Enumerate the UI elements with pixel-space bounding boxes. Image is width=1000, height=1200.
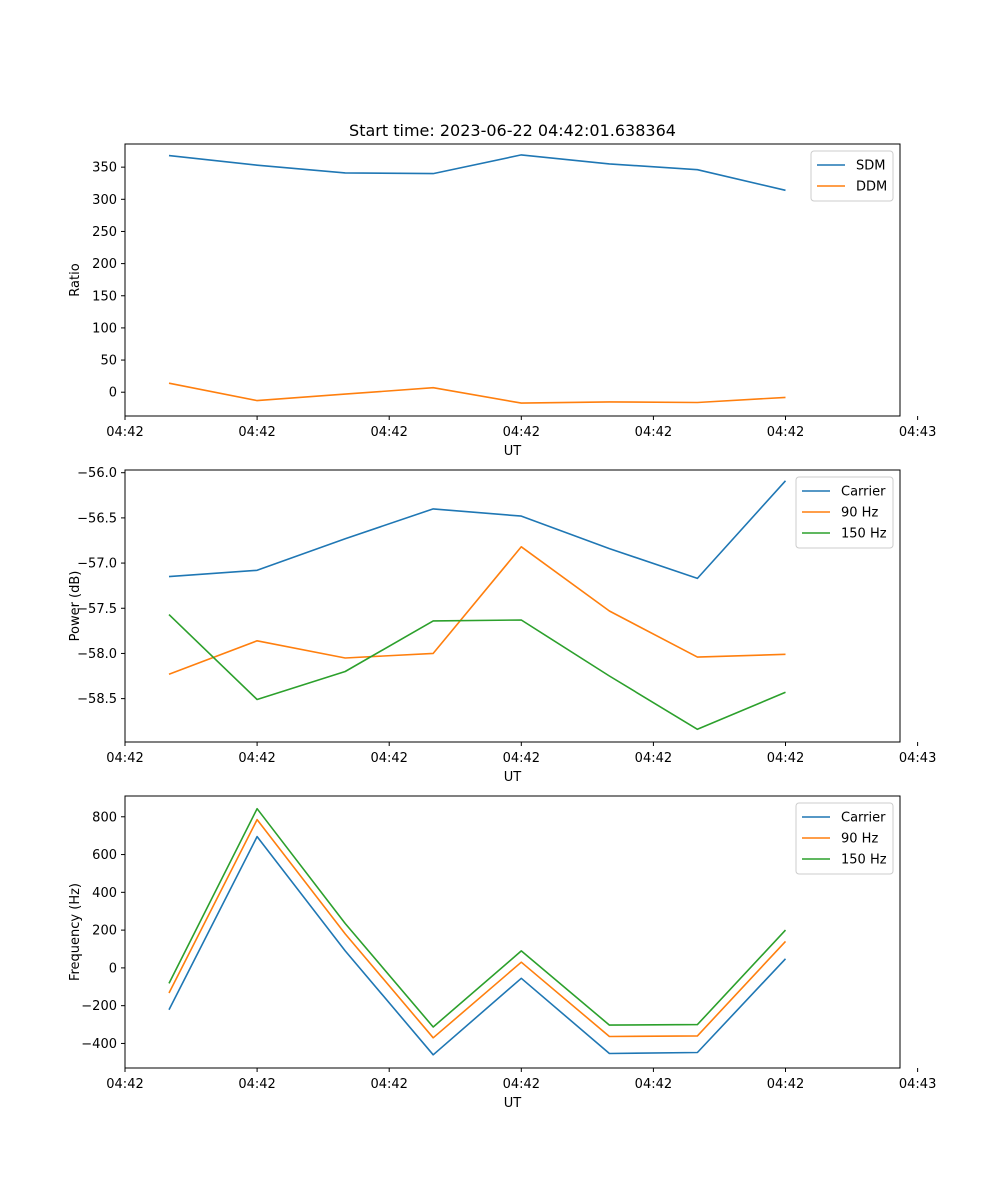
power-y-tick-label-4: −56.5 [77, 511, 117, 526]
ratio-y-axis-label: Ratio [68, 263, 83, 296]
power-y-tick-label-3: −57.0 [77, 557, 117, 572]
frequency-y-tick-label-2: 0 [109, 961, 117, 976]
ratio-panel: 04:42 04:42 04:42 04:42 04:42 04:42 04:43 0 50 10… [68, 143, 936, 459]
frequency-legend-label-1: 90 Hz [841, 832, 878, 847]
frequency-y-tick-label-1: −200 [81, 999, 117, 1014]
power-x-tick-label-2: 04:42 [370, 751, 407, 766]
frequency-x-tick-label-1: 04:42 [238, 1077, 275, 1092]
power-series-line-carrier [168, 480, 787, 580]
ratio-y-tick-label-7: 350 [92, 161, 117, 176]
ratio-x-tick-label-4: 04:42 [635, 425, 672, 440]
frequency-y-tick-label-4: 400 [92, 886, 117, 901]
power-x-tick-label-0: 04:42 [106, 751, 143, 766]
ratio-x-tick-label-2: 04:42 [370, 425, 407, 440]
ratio-x-tick-label-5: 04:42 [767, 425, 804, 440]
frequency-axes-frame [124, 795, 901, 1069]
power-x-tick-label-1: 04:42 [238, 751, 275, 766]
power-x-tick-label-6: 04:43 [899, 751, 936, 766]
power-series-line-150-hz [168, 614, 786, 731]
frequency-y-axis-label: Frequency (Hz) [68, 883, 83, 981]
power-y-tick-label-5: −56.0 [77, 466, 117, 481]
frequency-x-tick-label-2: 04:42 [370, 1077, 407, 1092]
ratio-x-tick-label-0: 04:42 [106, 425, 143, 440]
ratio-x-tick-label-6: 04:43 [899, 425, 936, 440]
ratio-y-tick-label-6: 300 [92, 193, 117, 208]
power-legend-label-0: Carrier [841, 485, 886, 500]
ratio-legend-label-0: SDM [856, 159, 885, 174]
frequency-y-tick-label-0: −400 [81, 1037, 117, 1052]
frequency-panel: 04:42 04:42 04:42 04:42 04:42 04:42 04:43 −400 −… [68, 795, 936, 1111]
ratio-y-tick-label-5: 250 [92, 225, 117, 240]
frequency-x-tick-label-5: 04:42 [767, 1077, 804, 1092]
ratio-y-tick-label-3: 150 [92, 289, 117, 304]
power-panel: 04:42 04:42 04:42 04:42 04:42 04:42 04:43 −58.5… [68, 466, 936, 785]
power-y-tick-label-2: −57.5 [77, 602, 117, 617]
power-x-tick-label-5: 04:42 [767, 751, 804, 766]
frequency-y-tick-label-3: 200 [92, 924, 117, 939]
ratio-x-tick-label-1: 04:42 [238, 425, 275, 440]
power-axes-frame [124, 469, 901, 743]
ratio-axes-frame [124, 143, 901, 417]
frequency-x-tick-label-6: 04:43 [899, 1077, 936, 1092]
frequency-series-line-carrier [168, 835, 787, 1056]
power-legend-label-2: 150 Hz [841, 527, 887, 542]
frequency-y-tick-label-6: 800 [92, 810, 117, 825]
power-y-tick-label-1: −58.0 [77, 647, 117, 662]
chart-title: Start time: 2023-06-22 04:42:01.638364 [349, 121, 676, 140]
frequency-x-tick-label-0: 04:42 [106, 1077, 143, 1092]
ratio-legend-label-1: DDM [856, 180, 887, 195]
ratio-y-tick-label-2: 100 [92, 321, 117, 336]
frequency-legend [795, 802, 894, 875]
frequency-series-line-150-hz [168, 807, 787, 1028]
ratio-x-axis-label: UT [504, 444, 522, 459]
ratio-series-line-sdm [168, 154, 786, 192]
frequency-x-tick-label-4: 04:42 [635, 1077, 672, 1092]
power-x-axis-label: UT [504, 770, 522, 785]
power-y-axis-label: Power (dB) [68, 571, 83, 642]
frequency-x-axis-label: UT [504, 1096, 522, 1111]
ratio-legend [810, 150, 894, 202]
frequency-legend-label-2: 150 Hz [841, 853, 887, 868]
ratio-y-tick-label-0: 0 [109, 386, 117, 401]
power-series-line-90-hz [168, 545, 786, 675]
frequency-x-tick-label-3: 04:42 [503, 1077, 540, 1092]
power-y-tick-label-0: −58.5 [77, 692, 117, 707]
power-x-tick-label-4: 04:42 [635, 751, 672, 766]
frequency-series-line-90-hz [168, 818, 787, 1039]
power-x-tick-label-3: 04:42 [503, 751, 540, 766]
frequency-y-tick-label-5: 600 [92, 848, 117, 863]
power-legend-label-1: 90 Hz [841, 506, 878, 521]
power-legend [795, 476, 894, 549]
ratio-y-tick-label-4: 200 [92, 257, 117, 272]
ratio-y-tick-label-1: 50 [100, 354, 117, 369]
ratio-x-tick-label-3: 04:42 [503, 425, 540, 440]
frequency-legend-label-0: Carrier [841, 811, 886, 826]
ratio-series-line-ddm [168, 382, 786, 404]
